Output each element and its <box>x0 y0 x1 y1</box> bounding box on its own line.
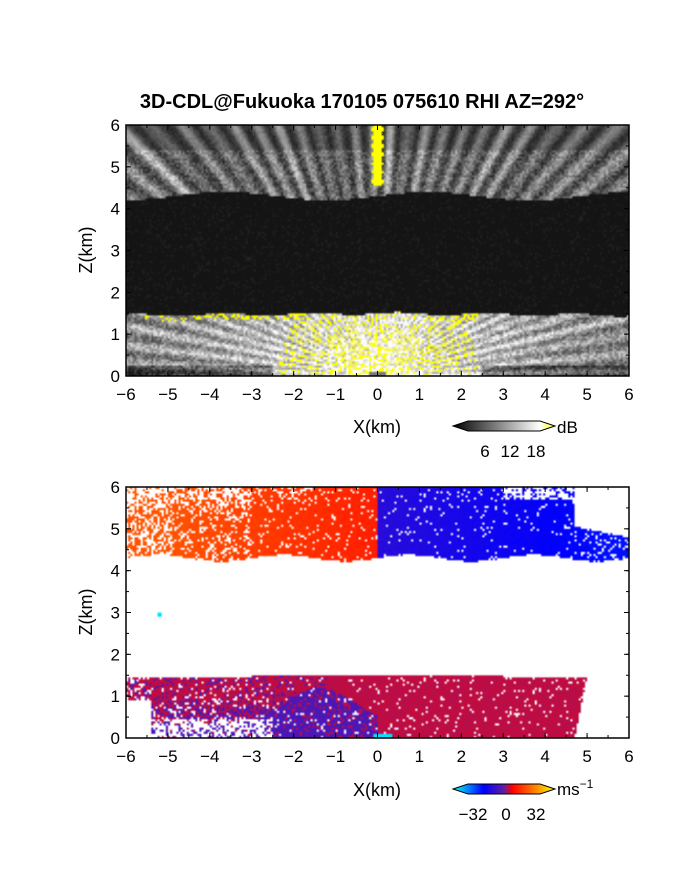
top-ticks: −6 −5 −4 −3 −2 −1 0 1 2 3 4 5 6 0 1 2 3 4 5 6 <box>111 116 634 404</box>
top-colorbar-tick-12: 12 <box>501 442 520 461</box>
x-tick-label: −1 <box>326 385 345 404</box>
bottom-ticks: −6 −5 −4 −3 −2 −1 0 1 2 3 4 5 6 0 1 2 3 4 5 6 <box>111 478 634 766</box>
y-tick-label: 0 <box>111 367 120 386</box>
y-tick-label: 3 <box>111 242 120 261</box>
x-tick-label: 3 <box>499 385 508 404</box>
x-tick-label: 0 <box>373 385 382 404</box>
y-tick-label: 6 <box>111 116 120 135</box>
top-xlabel: X(km) <box>353 417 401 437</box>
y-tick-label: 1 <box>111 687 120 706</box>
y-tick-label: 1 <box>111 325 120 344</box>
x-tick-label: −3 <box>242 747 261 766</box>
x-tick-label: −3 <box>242 385 261 404</box>
y-tick-label: 3 <box>111 604 120 623</box>
x-tick-label: −4 <box>200 747 219 766</box>
chart-title: 3D-CDL@Fukuoka 170105 075610 RHI AZ=292° <box>140 91 584 113</box>
x-tick-label: −2 <box>284 385 303 404</box>
top-reflectivity-image <box>126 125 629 376</box>
x-tick-label: −6 <box>116 747 135 766</box>
top-colorbar-unit: dB <box>557 418 578 437</box>
bottom-colorbar-unit-base: ms <box>557 780 580 799</box>
x-tick-label: −6 <box>116 385 135 404</box>
x-tick-label: −5 <box>158 747 177 766</box>
x-tick-label: 0 <box>373 747 382 766</box>
top-ylabel: Z(km) <box>76 227 96 274</box>
y-tick-label: 5 <box>111 520 120 539</box>
bottom-colorbar-tick-32: 32 <box>527 805 546 824</box>
bottom-colorbar: ms−1 −32 0 32 <box>451 777 594 824</box>
bottom-colorbar-tick-neg32: −32 <box>459 805 488 824</box>
bottom-colorbar-bar <box>451 783 557 795</box>
x-tick-label: −5 <box>158 385 177 404</box>
bottom-ylabel: Z(km) <box>76 589 96 636</box>
top-colorbar: dB 6 12 18 <box>451 418 578 461</box>
x-tick-label: 1 <box>415 747 424 766</box>
top-colorbar-bar <box>451 420 557 432</box>
x-tick-label: −2 <box>284 747 303 766</box>
bottom-velocity-image <box>126 487 629 738</box>
y-tick-label: 4 <box>111 562 120 581</box>
y-tick-label: 2 <box>111 283 120 302</box>
x-tick-label: 6 <box>624 385 633 404</box>
top-colorbar-tick-6: 6 <box>480 442 489 461</box>
y-tick-label: 5 <box>111 158 120 177</box>
y-tick-label: 4 <box>111 200 120 219</box>
x-tick-label: −4 <box>200 385 219 404</box>
x-tick-label: 4 <box>540 747 549 766</box>
bottom-colorbar-tick-0: 0 <box>501 805 510 824</box>
bottom-colorbar-unit: ms−1 <box>557 777 594 799</box>
y-tick-label: 2 <box>111 645 120 664</box>
bottom-panel: −6 −5 −4 −3 −2 −1 0 1 2 3 4 5 6 0 1 2 3 4 5 6 X(km) Z(km) m… <box>76 478 634 824</box>
y-tick-label: 0 <box>111 729 120 748</box>
x-tick-label: 6 <box>624 747 633 766</box>
x-tick-label: 5 <box>582 747 591 766</box>
bottom-xlabel: X(km) <box>353 780 401 800</box>
x-tick-label: −1 <box>326 747 345 766</box>
x-tick-label: 1 <box>415 385 424 404</box>
y-tick-label: 6 <box>111 478 120 497</box>
x-tick-label: 5 <box>582 385 591 404</box>
x-tick-label: 2 <box>457 385 466 404</box>
x-tick-label: 4 <box>540 385 549 404</box>
x-tick-label: 3 <box>499 747 508 766</box>
x-tick-label: 2 <box>457 747 466 766</box>
bottom-colorbar-unit-exponent: −1 <box>580 777 594 791</box>
top-colorbar-tick-18: 18 <box>527 442 546 461</box>
